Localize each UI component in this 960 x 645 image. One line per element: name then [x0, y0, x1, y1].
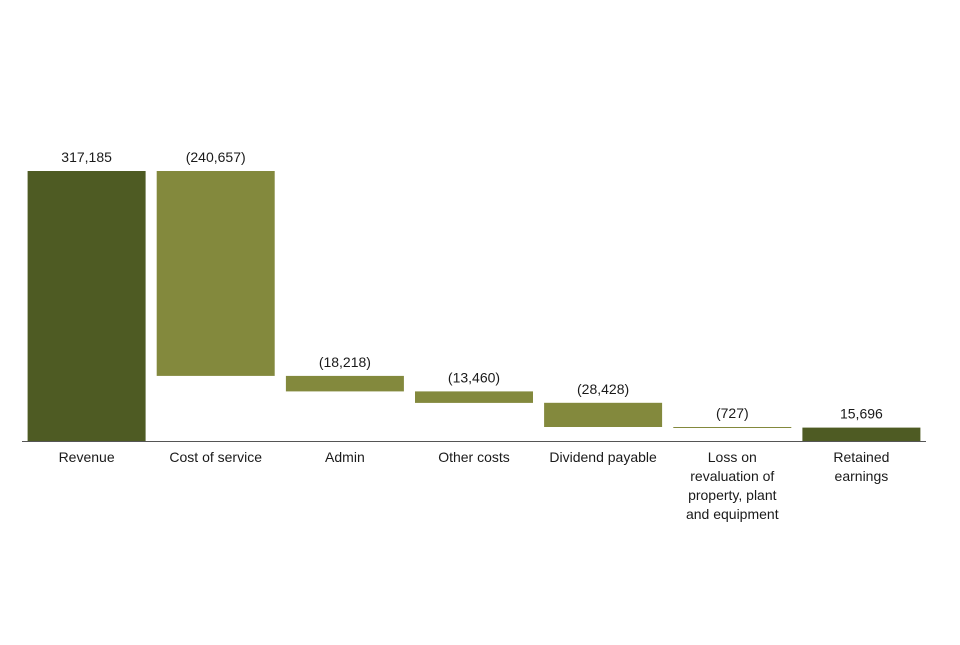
category-labels-group: Revenue Cost of service Admin Other costs Di…	[59, 449, 890, 522]
category-label-0-line-0: Revenue	[59, 449, 115, 465]
category-label-5-line-0: Loss on	[708, 449, 757, 465]
value-label-6: 15,696	[840, 406, 883, 422]
bar-1	[156, 171, 275, 376]
value-label-0: 317,185	[61, 149, 112, 165]
bar-5	[673, 427, 792, 428]
bar-0	[27, 171, 146, 441]
category-label-4-line-0: Dividend payable	[549, 449, 657, 465]
value-label-5: (727)	[716, 405, 749, 421]
category-label-6-line-1: earnings	[835, 468, 889, 484]
category-label-1-line-0: Cost of service	[169, 449, 262, 465]
category-label-5-line-1: revaluation of	[690, 468, 774, 484]
value-label-4: (28,428)	[577, 381, 629, 397]
bar-3	[415, 391, 533, 403]
value-labels-group: 317,185 (240,657) (18,218) (13,460) (28,428)…	[61, 149, 883, 422]
bars-group	[27, 171, 921, 441]
value-label-2: (18,218)	[319, 354, 371, 370]
category-label-5-line-3: and equipment	[686, 506, 779, 522]
category-label-6-line-0: Retained	[833, 449, 889, 465]
category-label-5-line-2: property, plant	[688, 487, 777, 503]
bar-2	[285, 375, 404, 392]
category-label-2-line-0: Admin	[325, 449, 365, 465]
bar-4	[544, 402, 663, 427]
value-label-1: (240,657)	[186, 149, 246, 165]
bar-6	[802, 427, 921, 441]
category-label-3-line-0: Other costs	[438, 449, 510, 465]
value-label-3: (13,460)	[448, 369, 500, 385]
